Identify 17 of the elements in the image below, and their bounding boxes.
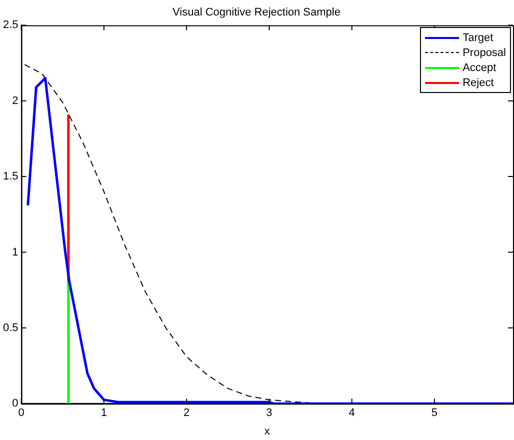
legend-label: Reject — [462, 76, 494, 89]
chart-title: Visual Cognitive Rejection Sample — [172, 6, 340, 19]
x-tick-label: 1 — [100, 407, 107, 420]
legend-label: Proposal — [462, 46, 506, 59]
y-tick-label: 2.5 — [2, 19, 18, 32]
y-tick-label: 1.5 — [2, 170, 18, 183]
y-tick-label: 0.5 — [2, 322, 18, 334]
y-tick-label: 2 — [12, 94, 18, 107]
legend-label: Accept — [462, 62, 496, 74]
legend-label: Target — [462, 32, 494, 44]
x-tick-label: 3 — [266, 407, 272, 420]
x-tick-label: 5 — [431, 407, 438, 420]
x-tick-label: 4 — [348, 407, 355, 420]
y-tick-label: 0 — [12, 398, 18, 410]
x-tick-label: 2 — [184, 407, 190, 420]
y-tick-label: 1 — [12, 246, 18, 258]
x-axis-title: x — [264, 425, 270, 438]
